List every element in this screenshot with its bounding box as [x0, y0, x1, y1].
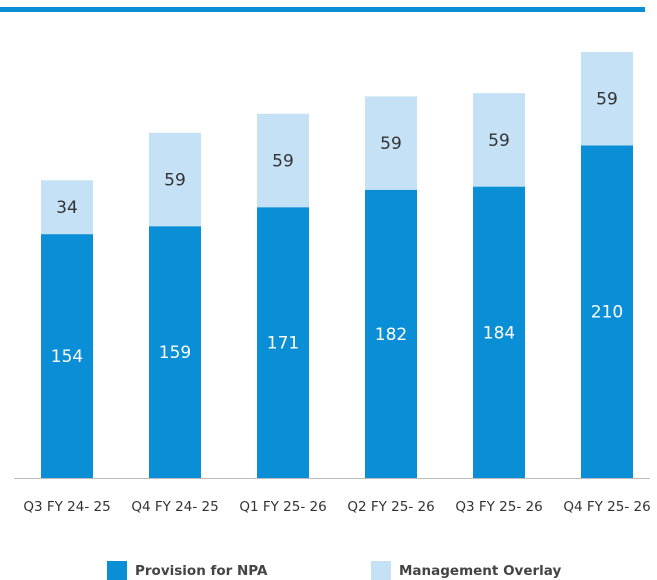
data-label: 159 — [159, 343, 191, 363]
bar-segment — [149, 132, 201, 227]
bar-segment — [581, 145, 633, 479]
bar-segment — [365, 189, 417, 478]
data-label: 34 — [56, 198, 78, 218]
data-label: 171 — [267, 334, 299, 354]
data-label: 59 — [488, 131, 510, 151]
bar-segment — [581, 52, 633, 146]
data-label: 154 — [51, 347, 83, 367]
x-tick-label: Q2 FY 25- 26 — [347, 499, 434, 515]
data-label: 59 — [380, 134, 402, 154]
bar-segment — [257, 113, 309, 208]
legend-swatch — [107, 561, 127, 580]
data-label: 182 — [375, 325, 407, 345]
bar-segment — [149, 226, 201, 478]
x-tick-label: Q3 FY 25- 26 — [455, 499, 542, 515]
data-label: 210 — [591, 303, 623, 323]
data-label: 59 — [596, 90, 618, 110]
bar-segment — [257, 207, 309, 478]
bar-segment — [473, 186, 525, 478]
bar-segment — [41, 180, 93, 235]
x-tick-label: Q4 FY 24- 25 — [131, 499, 218, 515]
header-rule — [0, 7, 645, 12]
bar-segment — [41, 234, 93, 478]
legend-label: Provision for NPA — [135, 563, 268, 579]
x-tick-label: Q1 FY 25- 26 — [239, 499, 326, 515]
legend-swatch — [371, 561, 391, 580]
data-label: 59 — [164, 170, 186, 190]
x-tick-label: Q3 FY 24- 25 — [23, 499, 110, 515]
data-label: 59 — [272, 151, 294, 171]
legend-label: Management Overlay — [399, 563, 561, 579]
bar-segment — [365, 96, 417, 190]
bar-segment — [473, 93, 525, 187]
data-label: 184 — [483, 323, 515, 343]
x-tick-label: Q4 FY 25- 26 — [563, 499, 650, 515]
